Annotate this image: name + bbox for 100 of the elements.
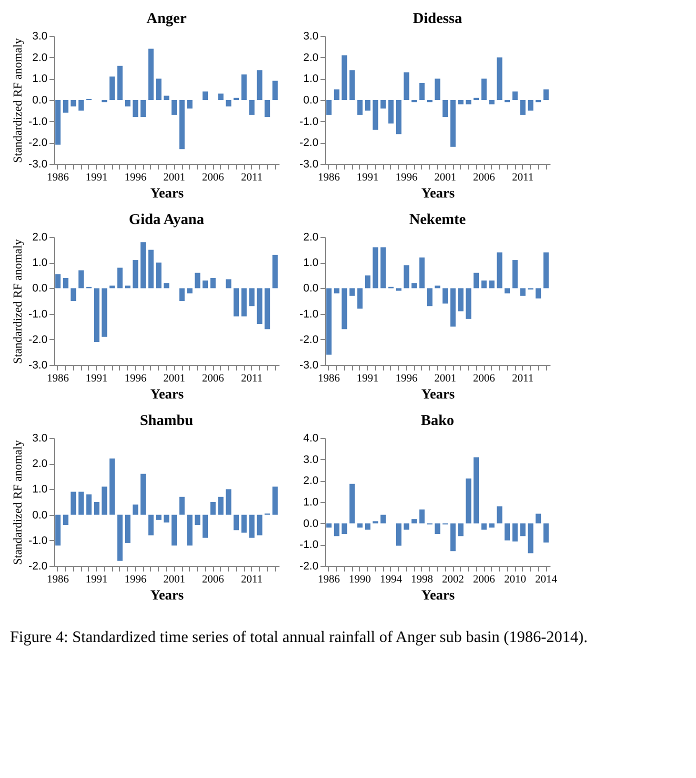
bar (148, 514, 154, 536)
y-tick-label: 1.0 (32, 484, 48, 496)
bar (504, 288, 510, 294)
x-tick-label: 2011 (241, 372, 263, 384)
y-tick-label: 3.0 (32, 30, 48, 42)
y-tick-label: -3.0 (28, 360, 48, 372)
y-tick-label: 2.0 (32, 458, 48, 470)
bar (536, 514, 542, 524)
bar (504, 523, 510, 540)
bar (124, 514, 130, 543)
bar (404, 72, 410, 100)
x-tick-label: 1986 (318, 172, 340, 184)
x-tick-label: 1990 (348, 574, 372, 586)
y-tick-label: 2.0 (32, 52, 48, 64)
bar (466, 288, 472, 319)
bar (481, 78, 487, 100)
bar (520, 288, 526, 296)
bar (342, 288, 348, 330)
bar (543, 89, 549, 100)
x-tick-label: 1991 (356, 172, 379, 184)
bar (70, 100, 76, 106)
y-tick-label: -1.0 (28, 534, 48, 547)
bar (249, 288, 255, 306)
y-tick-label: 3.0 (303, 30, 318, 42)
bar (62, 100, 68, 113)
bar (234, 288, 240, 316)
bar (489, 280, 495, 288)
bar (496, 506, 502, 524)
x-tick-label: 1991 (86, 574, 108, 586)
y-tick-label: 2.0 (303, 232, 318, 244)
bar (496, 252, 502, 288)
bar (427, 288, 432, 306)
chart-title: Shambu (140, 413, 194, 429)
x-tick-label: 2010 (504, 574, 527, 586)
bar (156, 262, 162, 288)
bar (536, 288, 542, 298)
y-tick-label: -1.0 (300, 539, 318, 552)
bar (264, 288, 270, 330)
bar (372, 247, 378, 288)
bar (179, 288, 185, 301)
x-tick-label: 1996 (124, 574, 147, 586)
bar (489, 523, 495, 528)
bar (520, 523, 526, 536)
x-tick-label: 2006 (202, 574, 225, 586)
y-tick-label: 2.0 (303, 475, 318, 488)
bar (412, 519, 417, 524)
x-axis-title: Years (150, 388, 184, 402)
bar (55, 274, 61, 288)
y-tick-label: 0.0 (303, 282, 318, 295)
bar (140, 474, 146, 515)
bar (396, 288, 402, 291)
bar (256, 70, 262, 100)
bar (396, 523, 402, 546)
y-tick-label: 4.0 (303, 432, 318, 444)
bar (256, 288, 262, 324)
bar (419, 509, 425, 524)
bar (202, 514, 208, 538)
y-tick-label: 2.0 (32, 232, 48, 244)
bar (234, 514, 240, 530)
bar (442, 288, 448, 304)
bar (172, 514, 177, 546)
bar (481, 280, 487, 288)
bar (372, 100, 378, 130)
x-axis-title: Years (150, 186, 184, 202)
chart-title: Gida Ayana (128, 212, 205, 228)
x-tick-label: 1986 (46, 372, 70, 384)
y-tick-label: -2.0 (28, 560, 48, 572)
bar (249, 100, 255, 115)
bar (62, 278, 68, 288)
bar (512, 91, 518, 100)
bar (218, 496, 224, 515)
bar (450, 100, 456, 147)
bar (326, 288, 332, 355)
bar (241, 288, 247, 316)
bar (380, 100, 386, 109)
bar (179, 100, 185, 150)
y-tick-label: -2.0 (300, 334, 318, 346)
x-tick-label: 1991 (86, 372, 108, 384)
bar (109, 458, 115, 515)
y-tick-label: -3.0 (28, 158, 48, 170)
x-tick-label: 1986 (46, 172, 70, 184)
bar (357, 523, 363, 528)
bar (117, 268, 123, 288)
bar (86, 494, 92, 515)
x-tick-label: 2001 (434, 372, 456, 384)
y-tick-label: 3.0 (32, 432, 48, 444)
x-axis-title: Years (421, 388, 456, 402)
bar (164, 514, 170, 522)
y-tick-label: -1.0 (28, 116, 48, 128)
bar (148, 48, 154, 100)
bar (364, 523, 370, 530)
x-tick-label: 1994 (380, 574, 402, 586)
bar (132, 100, 138, 118)
bar (528, 100, 534, 111)
x-tick-label: 2006 (473, 574, 496, 586)
bar (132, 260, 138, 288)
bar (140, 100, 146, 118)
x-tick-label: 1998 (410, 574, 434, 586)
bar (528, 523, 534, 554)
bar (194, 514, 200, 526)
